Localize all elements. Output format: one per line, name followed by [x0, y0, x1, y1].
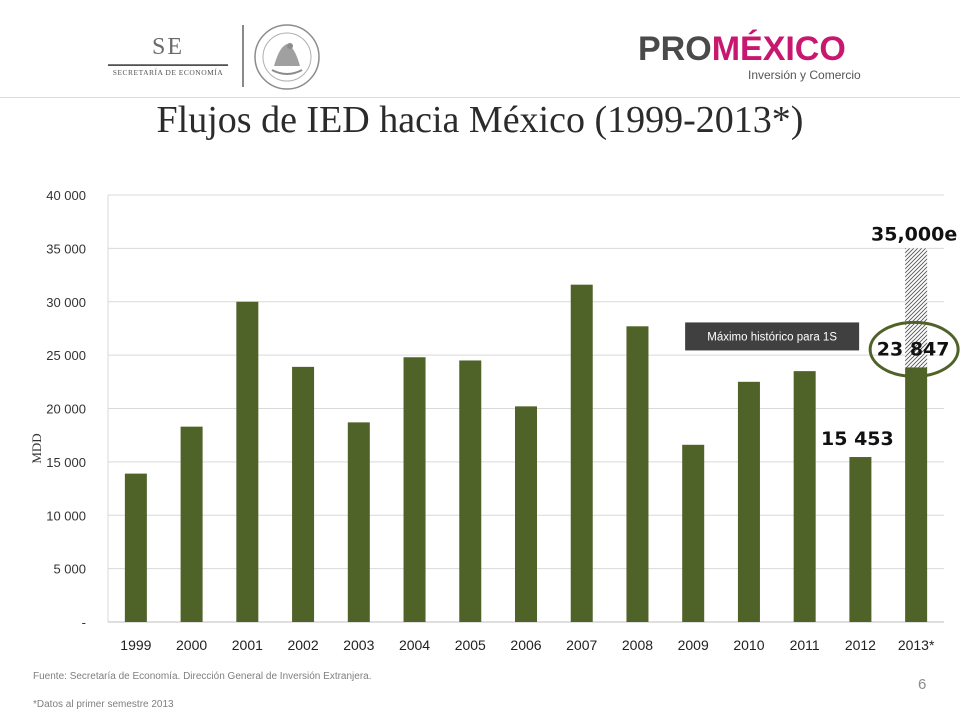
bar-2003 — [347, 422, 370, 622]
x-tick-label: 2004 — [399, 637, 430, 653]
logo-divider — [242, 25, 244, 87]
bar-2012 — [849, 457, 872, 622]
bar-2009 — [682, 444, 705, 622]
x-tick-label: 2012 — [845, 637, 876, 653]
bar-1999 — [124, 473, 147, 622]
data-label: 23 847 — [877, 338, 950, 360]
bar-2000 — [180, 426, 203, 622]
bar-2001 — [236, 301, 259, 622]
estimate-hatched-bar — [905, 248, 928, 368]
y-tick-label: - — [82, 615, 86, 630]
x-tick-label: 2003 — [343, 637, 374, 653]
y-tick-label: 20 000 — [46, 402, 86, 417]
x-tick-label: 2006 — [510, 637, 541, 653]
bar-2005 — [459, 360, 482, 622]
callout-box — [685, 322, 860, 351]
promexico-wordmark: PROMÉXICO — [638, 30, 846, 68]
x-tick-label: 2000 — [176, 637, 207, 653]
header-band: SE SECRETARÍA DE ECONOMÍA PROMÉXICO Inve… — [0, 0, 960, 98]
promexico-subtitle: Inversión y Comercio — [748, 68, 861, 82]
x-tick-label: 2010 — [733, 637, 764, 653]
national-seal-icon — [254, 24, 320, 90]
page-number: 6 — [918, 676, 927, 693]
data-label: 15 453 — [821, 428, 894, 450]
fdi-bar-chart: - 5 000 10 000 15 000 20 000 25 000 30 000 35 0… — [29, 188, 960, 653]
x-tick-label: 2007 — [566, 637, 597, 653]
y-tick-label: 10 000 — [46, 508, 86, 523]
promexico-pro: PRO — [638, 30, 712, 68]
se-logo-rule — [108, 64, 228, 65]
bar-2002 — [292, 366, 315, 622]
x-tick-label: 2005 — [455, 637, 486, 653]
promexico-logo: PROMÉXICO Inversión y Comercio — [638, 30, 861, 84]
x-tick-label: 2002 — [287, 637, 318, 653]
x-tick-label: 2013* — [898, 637, 935, 653]
y-tick-label: 5 000 — [53, 562, 86, 577]
highlight-ellipse — [868, 320, 960, 378]
bar-2010 — [737, 381, 760, 622]
page-title: Flujos de IED hacia México (1999-2013*) — [156, 99, 804, 141]
y-tick-label: 35 000 — [46, 241, 86, 256]
se-logo-subtitle: SECRETARÍA DE ECONOMÍA — [112, 68, 224, 77]
source-note: Fuente: Secretaría de Economía. Direcció… — [33, 671, 372, 682]
y-tick-label: 25 000 — [46, 348, 86, 363]
y-tick-label: 30 000 — [46, 295, 86, 310]
bar-2013-est — [905, 367, 928, 622]
y-tick-label: 40 000 — [46, 188, 86, 203]
bar-2006 — [515, 406, 537, 622]
se-logo-rule-red — [108, 65, 228, 66]
bar-2007 — [570, 284, 593, 622]
bar-2008 — [626, 326, 649, 622]
se-logo-text: SE — [151, 34, 184, 60]
y-tick-label: 15 000 — [46, 455, 86, 470]
footnote: *Datos al primer semestre 2013 — [33, 699, 174, 710]
se-logo: SE SECRETARÍA DE ECONOMÍA — [108, 34, 228, 84]
bar-2011 — [793, 371, 816, 622]
estimate-label: 35,000e — [871, 223, 957, 245]
y-axis-label: MDD — [29, 433, 44, 463]
x-tick-label: 1999 — [120, 637, 151, 653]
bar-2004 — [403, 357, 426, 622]
x-tick-label: 2008 — [622, 637, 653, 653]
x-tick-label: 2009 — [678, 637, 709, 653]
callout-text: Máximo histórico para 1S — [707, 331, 837, 343]
x-tick-label: 2001 — [232, 637, 263, 653]
x-tick-label: 2011 — [790, 637, 820, 653]
promexico-mexico: MÉXICO — [711, 30, 846, 68]
